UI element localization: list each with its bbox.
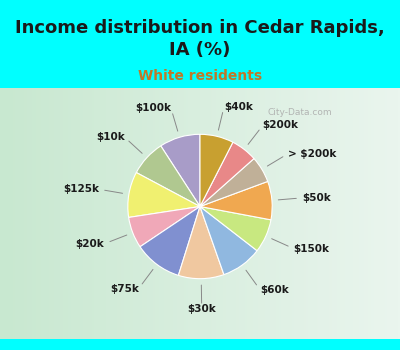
- Text: $200k: $200k: [263, 120, 299, 131]
- Wedge shape: [129, 206, 200, 247]
- Text: $20k: $20k: [76, 239, 104, 249]
- Text: $30k: $30k: [187, 304, 216, 314]
- Text: White residents: White residents: [138, 69, 262, 83]
- Text: $150k: $150k: [294, 244, 330, 253]
- Text: $50k: $50k: [302, 193, 331, 203]
- Text: $60k: $60k: [260, 285, 289, 295]
- Wedge shape: [200, 181, 272, 220]
- Wedge shape: [178, 206, 224, 279]
- Text: City-Data.com: City-Data.com: [268, 108, 332, 117]
- Wedge shape: [140, 206, 200, 275]
- Wedge shape: [161, 134, 200, 206]
- Text: $40k: $40k: [224, 102, 253, 112]
- Text: Income distribution in Cedar Rapids,
IA (%): Income distribution in Cedar Rapids, IA …: [15, 19, 385, 59]
- Wedge shape: [136, 146, 200, 206]
- Text: $125k: $125k: [63, 184, 99, 194]
- Text: $75k: $75k: [110, 284, 139, 294]
- Wedge shape: [200, 159, 268, 206]
- Wedge shape: [200, 206, 271, 251]
- Wedge shape: [128, 173, 200, 217]
- Text: $100k: $100k: [135, 103, 171, 113]
- Wedge shape: [200, 134, 233, 206]
- Text: > $200k: > $200k: [288, 149, 336, 159]
- Wedge shape: [200, 206, 257, 275]
- Text: $10k: $10k: [96, 132, 124, 142]
- Wedge shape: [200, 142, 254, 206]
